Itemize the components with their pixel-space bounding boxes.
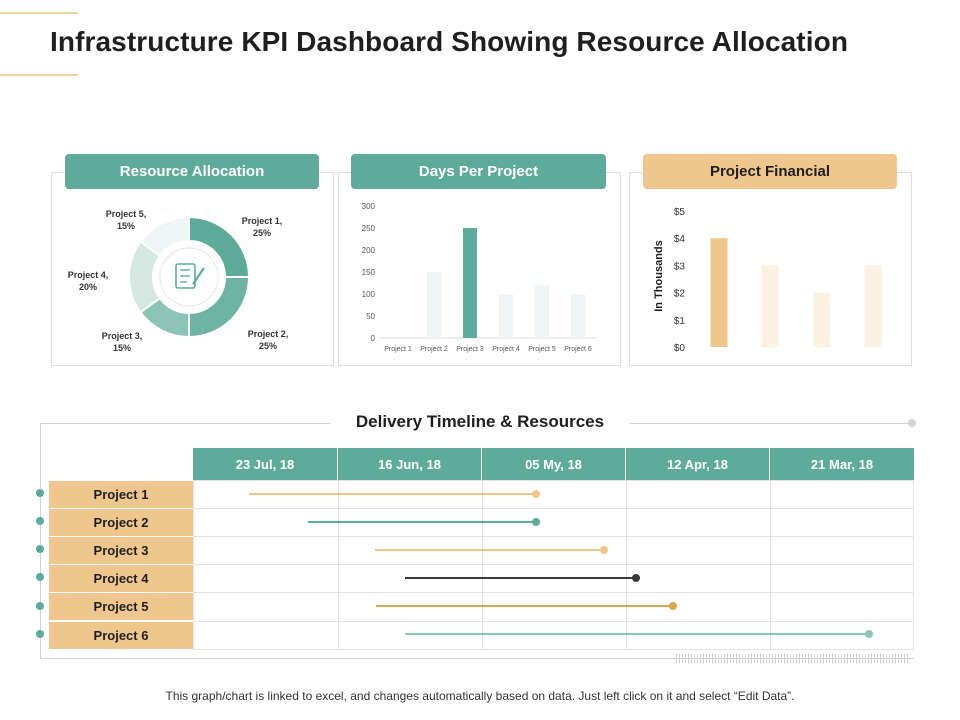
timeline-bar-endpoint[interactable]	[865, 630, 874, 638]
timeline-grid-row	[193, 592, 914, 593]
timeline-date-header: 21 Mar, 18	[770, 448, 914, 480]
project-row-label: Project 3	[49, 537, 193, 564]
x-tick-label: Project 6	[564, 346, 592, 353]
project-row-marker	[36, 602, 44, 610]
timeline-bar-endpoint[interactable]	[532, 490, 541, 498]
project-financial-header: Project Financial	[643, 154, 897, 189]
timeline-bar[interactable]	[249, 493, 537, 495]
project-row-marker	[36, 517, 44, 525]
days-bar[interactable]	[499, 294, 513, 338]
donut-slice-label: Project 3,	[102, 331, 143, 341]
project-row-marker	[36, 573, 44, 581]
y-tick-label: $1	[674, 316, 686, 327]
timeline-date-header: 23 Jul, 18	[193, 448, 338, 480]
y-tick-label: $4	[674, 234, 686, 245]
timeline-bar[interactable]	[374, 549, 604, 551]
y-tick-label: 200	[362, 246, 376, 255]
x-tick-label: Project 5	[528, 346, 556, 353]
project-row-marker	[36, 545, 44, 553]
financial-bar[interactable]	[864, 265, 882, 347]
donut-slice-label: Project 5,	[106, 209, 147, 219]
timeline-grid-row	[193, 508, 914, 509]
financial-bar[interactable]	[813, 292, 831, 347]
donut-slice-label: Project 1,	[242, 216, 283, 226]
financial-bar[interactable]	[710, 238, 728, 347]
timeline-end-dot	[908, 419, 916, 427]
y-tick-label: 300	[362, 202, 376, 211]
project-row-label: Project 6	[49, 622, 193, 649]
project-row-label: Project 1	[49, 481, 193, 508]
donut-slice-label: Project 4,	[68, 270, 109, 280]
page-title: Infrastructure KPI Dashboard Showing Res…	[50, 26, 849, 57]
y-tick-label: $2	[674, 289, 686, 300]
y-tick-label: $3	[674, 261, 686, 272]
days-per-project-header: Days Per Project	[351, 154, 606, 189]
x-tick-label: Project 2	[420, 346, 448, 353]
resource-allocation-donut[interactable]	[128, 215, 251, 339]
days-bar[interactable]	[535, 285, 549, 338]
resource-allocation-header: Resource Allocation	[65, 154, 319, 189]
timeline-bar-endpoint[interactable]	[599, 546, 608, 554]
days-bar[interactable]	[571, 294, 585, 338]
decorative-line-top	[0, 12, 78, 14]
timeline-grid-row	[193, 564, 914, 565]
timeline-date-header: 12 Apr, 18	[626, 448, 770, 480]
donut-slice-value: 25%	[259, 341, 277, 351]
timeline-bar[interactable]	[376, 605, 674, 607]
project-row-label: Project 2	[49, 509, 193, 536]
timeline-bar-endpoint[interactable]	[532, 518, 541, 526]
project-row-label: Project 5	[49, 593, 193, 620]
donut-slice[interactable]	[139, 215, 190, 258]
scale-tick-strip	[676, 654, 910, 663]
timeline-bar-endpoint[interactable]	[669, 602, 678, 610]
charts-canvas: Project 1, 25% Project 2, 25% Project 3, 15% P…	[68, 202, 882, 354]
timeline-title: Delivery Timeline & Resources	[330, 412, 630, 434]
timeline-bar[interactable]	[404, 633, 870, 635]
y-tick-label: 250	[362, 224, 376, 233]
y-tick-label: $5	[674, 207, 686, 218]
timeline-grid-row	[193, 536, 914, 537]
x-tick-label: Project 3	[456, 346, 484, 353]
checklist-icon	[159, 247, 219, 307]
y-tick-label: 100	[362, 290, 376, 299]
y-tick-label: $0	[674, 343, 686, 354]
donut-slice-value: 15%	[113, 343, 131, 353]
timeline-grid-row	[193, 621, 914, 622]
y-tick-label: 0	[371, 334, 376, 343]
donut-slice-value: 20%	[79, 282, 97, 292]
x-tick-label: Project 4	[492, 346, 520, 353]
project-row-label: Project 4	[49, 565, 193, 592]
project-row-marker	[36, 489, 44, 497]
project-row-marker	[36, 630, 44, 638]
timeline-date-header: 05 My, 18	[482, 448, 626, 480]
decorative-line-bottom	[0, 74, 78, 76]
footnote: This graph/chart is linked to excel, and…	[165, 689, 795, 703]
y-tick-label: 150	[362, 268, 376, 277]
timeline-date-header: 16 Jun, 18	[338, 448, 482, 480]
timeline-grid-row	[193, 480, 914, 481]
timeline-bar[interactable]	[308, 521, 537, 523]
donut-slice-value: 15%	[117, 221, 135, 231]
donut-slice-label: Project 2,	[248, 329, 289, 339]
financial-bar[interactable]	[761, 265, 779, 347]
days-bar[interactable]	[463, 228, 477, 338]
donut-slice-value: 25%	[253, 228, 271, 238]
timeline-bar[interactable]	[404, 577, 636, 579]
timeline-grid-row	[193, 649, 914, 650]
y-tick-label: 50	[366, 312, 375, 321]
x-tick-label: Project 1	[384, 346, 412, 353]
y-axis-label: In Thousands	[653, 240, 665, 312]
days-bar[interactable]	[427, 272, 441, 338]
timeline-bar-endpoint[interactable]	[631, 574, 640, 582]
